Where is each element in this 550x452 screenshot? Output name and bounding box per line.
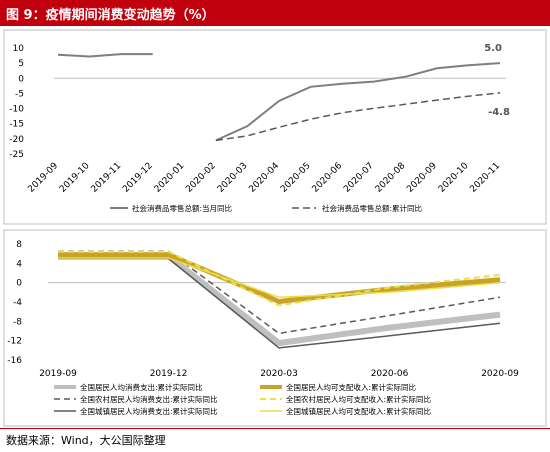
legend-label-5: 全国农村居民人均可支配收入:累计实际同比 — [286, 394, 432, 404]
legend-label-cumulative: 社会消费品零售总额:累计同比 — [322, 203, 423, 213]
y-tick-label: -20 — [9, 135, 24, 145]
x-tick-label: 2019-11 — [90, 161, 124, 195]
y-tick-label: -16 — [7, 356, 22, 366]
title-bar — [0, 0, 550, 26]
x-tick-label: 2020-06 — [371, 369, 409, 379]
chart-retail-sales: 1050-5-10-15-20-252019-092019-102019-112… — [3, 29, 547, 225]
legend-label-3: 全国城镇居民人均消费支出:累计实际同比 — [80, 406, 218, 416]
chart-frame — [3, 229, 547, 427]
x-tick-label: 2020-03 — [260, 369, 298, 379]
y-tick-label: -10 — [9, 105, 24, 115]
annotation-latest-monthly: 5.0 — [484, 43, 502, 54]
x-tick-label: 2019-09 — [26, 161, 60, 195]
x-tick-label: 2019-12 — [150, 369, 188, 379]
series-line-monthly — [57, 53, 501, 142]
series-line-4 — [58, 252, 501, 304]
y-tick-label: 0 — [16, 279, 22, 289]
y-tick-label: 10 — [13, 44, 25, 54]
x-tick-label: 2020-11 — [468, 161, 502, 195]
chart-frame — [3, 29, 547, 225]
series-line-5 — [58, 250, 501, 307]
series-line-6 — [58, 257, 501, 298]
legend-label-4: 全国居民人均可支配收入:累计实际同比 — [286, 382, 417, 392]
legend-label-6: 全国城镇居民人均可支配收入:累计实际同比 — [286, 406, 432, 416]
x-tick-label: 2020-07 — [342, 161, 376, 195]
x-tick-label: 2020-02 — [184, 161, 218, 195]
y-tick-label: -8 — [13, 317, 22, 327]
x-tick-label: 2020-09 — [405, 161, 439, 195]
data-source: 数据来源：Wind，大公国际整理 — [6, 434, 166, 447]
y-tick-label: -15 — [9, 120, 24, 130]
page-title: 图 9：疫情期间消费变动趋势（%） — [6, 8, 215, 23]
x-tick-label: 2019-12 — [121, 161, 155, 195]
x-tick-label: 2019-09 — [39, 369, 77, 379]
x-tick-label: 2020-01 — [153, 161, 187, 195]
y-tick-label: 4 — [16, 259, 22, 269]
legend-label-1: 全国居民人均消费支出:累计实际同比 — [80, 382, 203, 392]
x-tick-label: 2020-04 — [247, 161, 281, 195]
y-tick-label: -25 — [9, 150, 24, 160]
y-tick-label: -12 — [7, 337, 22, 347]
chart-consumption-income: 8 4 0 -4 -8 -12 -16 2019-09 2019-12 2020-03 2020-0… — [3, 229, 547, 427]
x-tick-label: 2020-10 — [437, 161, 471, 195]
x-tick-label: 2020-06 — [311, 161, 345, 195]
x-tick-label: 2020-03 — [216, 161, 250, 195]
legend-label-monthly: 社会消费品零售总额:当月同比 — [132, 203, 233, 213]
y-tick-label: 0 — [18, 74, 24, 84]
x-tick-label: 2020-09 — [481, 369, 519, 379]
bottom-divider — [0, 428, 550, 429]
y-tick-label: -5 — [15, 89, 24, 99]
legend-label-2: 全国农村居民人均消费支出:累计实际同比 — [80, 394, 218, 404]
x-tick-label: 2019-10 — [58, 161, 92, 195]
x-tick-label: 2020-08 — [374, 161, 408, 195]
annotation-latest-cumulative: -4.8 — [488, 107, 510, 118]
y-tick-label: 5 — [18, 59, 24, 69]
series-line-cumulative — [215, 92, 501, 142]
y-tick-label: -4 — [13, 298, 22, 308]
y-tick-label: 8 — [16, 240, 22, 250]
x-tick-label: 2020-05 — [279, 161, 313, 195]
